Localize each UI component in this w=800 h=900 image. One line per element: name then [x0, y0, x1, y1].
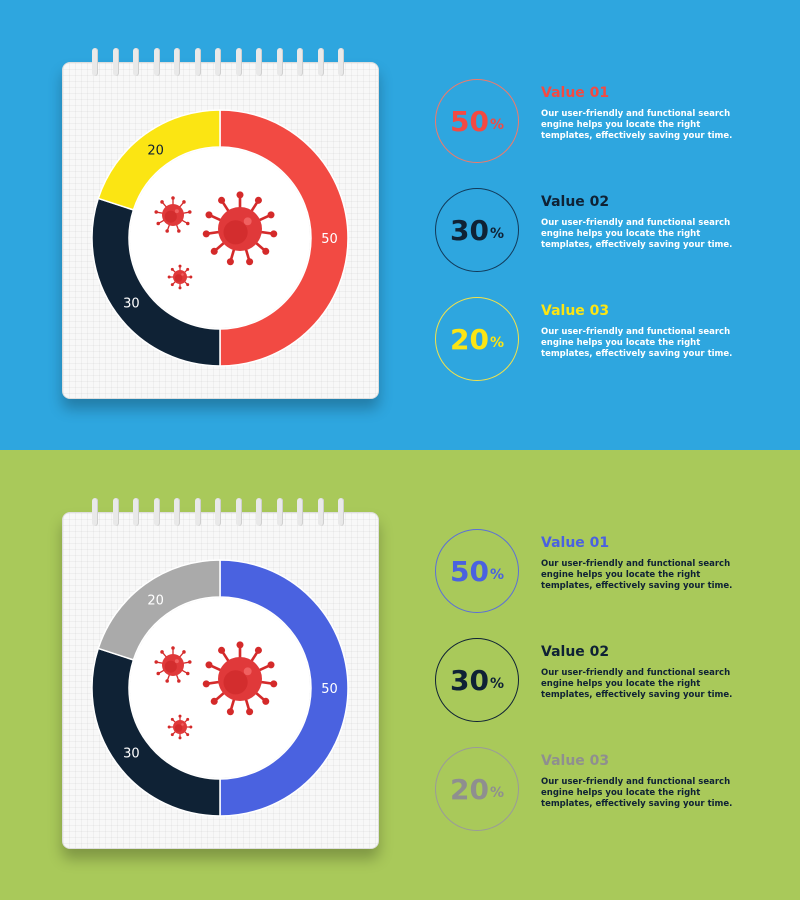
- virus-icon: [154, 196, 192, 233]
- binding-ring: [256, 498, 262, 526]
- slice-label-1: 50: [321, 232, 338, 247]
- percent-symbol: %: [489, 785, 504, 801]
- percent-circle: 50%: [435, 529, 519, 613]
- slice-label-3: 20: [147, 143, 164, 158]
- virus-icon: [154, 646, 192, 683]
- binding-ring: [235, 48, 242, 76]
- slice-label-2: 30: [123, 296, 140, 311]
- percent-value: 20: [450, 772, 489, 806]
- binding-ring: [174, 498, 180, 526]
- binding-ring: [297, 48, 303, 76]
- legend-title: Value 02: [541, 194, 610, 210]
- percent-circle: 30%: [435, 188, 519, 272]
- binding-ring: [215, 48, 221, 76]
- binding-ring: [194, 48, 201, 76]
- binding-ring: [112, 498, 119, 526]
- percent-symbol: %: [489, 676, 504, 692]
- binding-ring: [133, 48, 139, 76]
- percent-symbol: %: [489, 117, 504, 133]
- donut-chart-1: 50 30 20: [91, 109, 349, 367]
- binding-ring: [276, 498, 283, 526]
- virus-icon: [167, 714, 193, 740]
- legend-title: Value 01: [541, 535, 610, 551]
- legend-item-1: 50% Value 01 Our user-friendly and funct…: [435, 79, 765, 169]
- binding-ring: [297, 498, 303, 526]
- legend-description: Our user-friendly and functional search …: [541, 327, 733, 359]
- binding-ring: [235, 498, 242, 526]
- percent-value: 30: [450, 213, 489, 247]
- binding-ring: [317, 498, 324, 526]
- legend-description: Our user-friendly and functional search …: [541, 777, 733, 809]
- legend-title: Value 01: [541, 85, 610, 101]
- slice-label-3: 20: [147, 593, 164, 608]
- binding-ring: [256, 48, 262, 76]
- binding-ring: [92, 48, 98, 76]
- binding-ring: [194, 498, 201, 526]
- legend-description: Our user-friendly and functional search …: [541, 559, 733, 591]
- legend-title: Value 02: [541, 644, 610, 660]
- percent-value: 20: [450, 322, 489, 356]
- legend-title: Value 03: [541, 303, 610, 319]
- donut-slice-3: [97, 559, 221, 661]
- legend-item-1: 50% Value 01 Our user-friendly and funct…: [435, 529, 765, 619]
- legend-item-2: 30% Value 02 Our user-friendly and funct…: [435, 638, 765, 728]
- binding-ring: [174, 48, 180, 76]
- virus-icon: [167, 264, 193, 290]
- percent-value: 50: [450, 554, 489, 588]
- binding-ring: [317, 48, 324, 76]
- percent-value: 50: [450, 104, 489, 138]
- virus-icon: [202, 641, 278, 716]
- binding-ring: [276, 48, 283, 76]
- binding-ring: [153, 48, 160, 76]
- donut-chart-2: 50 30 20: [91, 559, 349, 817]
- binding-ring: [133, 498, 139, 526]
- donut-slice-3: [97, 109, 221, 211]
- binding-ring: [112, 48, 119, 76]
- infographic-panel-2: 50 30 20 50% Value 01 Our user-friendly an…: [0, 450, 800, 900]
- percent-circle: 20%: [435, 747, 519, 831]
- virus-icon: [202, 191, 278, 266]
- legend-description: Our user-friendly and functional search …: [541, 668, 733, 700]
- legend-description: Our user-friendly and functional search …: [541, 218, 733, 250]
- percent-circle: 50%: [435, 79, 519, 163]
- legend-item-3: 20% Value 03 Our user-friendly and funct…: [435, 297, 765, 387]
- percent-symbol: %: [489, 335, 504, 351]
- binding-ring: [338, 48, 344, 76]
- spiral-binding: [62, 496, 377, 528]
- binding-ring: [215, 498, 221, 526]
- donut-slice-1: [219, 559, 349, 817]
- percent-value: 30: [450, 663, 489, 697]
- binding-ring: [153, 498, 160, 526]
- percent-symbol: %: [489, 226, 504, 242]
- legend-item-2: 30% Value 02 Our user-friendly and funct…: [435, 188, 765, 278]
- slice-label-1: 50: [321, 682, 338, 697]
- legend-item-3: 20% Value 03 Our user-friendly and funct…: [435, 747, 765, 837]
- spiral-binding: [62, 46, 377, 78]
- legend-title: Value 03: [541, 753, 610, 769]
- donut-slice-1: [219, 109, 349, 367]
- legend-description: Our user-friendly and functional search …: [541, 109, 733, 141]
- percent-circle: 30%: [435, 638, 519, 722]
- binding-ring: [92, 498, 98, 526]
- percent-circle: 20%: [435, 297, 519, 381]
- slice-label-2: 30: [123, 746, 140, 761]
- binding-ring: [338, 498, 344, 526]
- percent-symbol: %: [489, 567, 504, 583]
- infographic-panel-1: 50 30 20 50% Value 01 Our user-friendly an…: [0, 0, 800, 450]
